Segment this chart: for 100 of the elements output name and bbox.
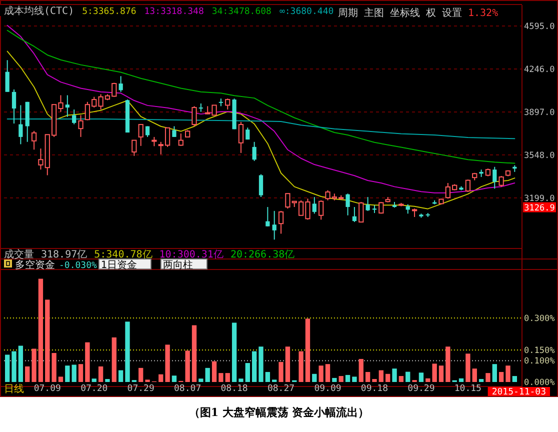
- chart-title: 多空资金: [15, 259, 55, 271]
- candlestick: [5, 60, 10, 92]
- candlestick: [118, 76, 123, 92]
- candlestick: [318, 200, 324, 220]
- candlestick: [346, 193, 350, 216]
- bar: [185, 350, 190, 382]
- candlestick: [138, 124, 144, 146]
- chart-subtitle: -0.030%: [59, 261, 98, 271]
- candlestick: [258, 174, 264, 198]
- line-series: [6, 118, 516, 140]
- x-tick-label: 10.15: [454, 384, 482, 394]
- bar: [192, 325, 197, 382]
- bar: [352, 376, 357, 382]
- text: 34:3478.608: [212, 7, 272, 17]
- annotation: 1.32%: [468, 8, 498, 19]
- x-tick-label: 08.07: [174, 384, 202, 394]
- bar: [358, 358, 364, 382]
- bar: [18, 346, 24, 382]
- bar: [492, 364, 497, 382]
- candlestick: [272, 210, 276, 240]
- candlestick: [78, 114, 84, 138]
- candlestick: [312, 196, 316, 214]
- bar: [332, 378, 337, 382]
- x-tick-label: 08.27: [267, 384, 295, 394]
- bar: [338, 376, 344, 382]
- candlestick: [278, 210, 284, 234]
- candlestick: [192, 106, 197, 127]
- candlestick: [238, 121, 244, 154]
- text: 20:266.38亿: [230, 250, 295, 260]
- bar: [252, 351, 257, 382]
- bar: [172, 376, 177, 382]
- text: 10:300.31亿: [159, 250, 224, 260]
- annotation: 3126.9: [524, 203, 555, 214]
- bar: [105, 379, 110, 382]
- bar: [78, 364, 84, 382]
- bar: [432, 364, 437, 382]
- bar: [426, 378, 430, 382]
- bar: [498, 372, 504, 382]
- bar: [12, 351, 16, 382]
- x-tick-label: 07.20: [80, 384, 108, 394]
- candlestick: [31, 130, 37, 150]
- bar: [438, 366, 444, 382]
- candlestick: [498, 175, 504, 188]
- annotation: 两向柱: [162, 259, 193, 271]
- bar: [385, 374, 390, 382]
- bar: [478, 379, 484, 382]
- y-tick-label: 3548.0: [524, 150, 555, 161]
- x-tick-label: 07.09: [34, 384, 61, 394]
- x-tick-label: 08.18: [220, 384, 248, 394]
- y-tick-label: 4595.0: [524, 22, 555, 32]
- y-tick-label: 0.150%: [524, 346, 555, 356]
- y-tick-label: 3199.0: [524, 194, 555, 204]
- chart-title: 成本均线(CTC): [4, 5, 74, 17]
- bar: [118, 370, 124, 382]
- bar: [25, 366, 30, 382]
- candlestick: [266, 206, 270, 227]
- x-tick-label: 09.29: [408, 384, 435, 394]
- candlestick: [145, 126, 150, 138]
- bar: [98, 366, 104, 382]
- x-tick-label: 09.09: [314, 384, 342, 394]
- candlestick: [358, 201, 364, 223]
- bar: [205, 368, 210, 382]
- candlestick: [366, 196, 370, 212]
- bar: [378, 370, 384, 382]
- y-tick-label: 0.100%: [524, 356, 555, 367]
- annotation: 主图: [364, 7, 384, 19]
- candlestick: [132, 140, 137, 156]
- y-tick-label: 4246.0: [524, 65, 555, 76]
- annotation: 权: [425, 7, 436, 19]
- bar: [466, 354, 470, 382]
- bar: [365, 372, 370, 382]
- candlestick: [152, 136, 157, 147]
- bar: [245, 363, 250, 382]
- candlestick: [352, 206, 357, 223]
- bar: [265, 372, 270, 382]
- text: 318.97亿: [41, 250, 88, 260]
- bar: [472, 368, 477, 382]
- y-tick-label: 0.300%: [524, 314, 555, 324]
- candlestick: [72, 109, 76, 125]
- bar: [392, 368, 397, 382]
- bar: [212, 361, 217, 382]
- bar: [92, 378, 96, 382]
- bar: [486, 373, 490, 382]
- candlestick: [65, 94, 70, 118]
- bar: [298, 351, 304, 382]
- text: 成交量: [4, 248, 34, 260]
- bar: [372, 379, 377, 382]
- x-tick-label: 07.29: [127, 384, 154, 394]
- bar: [58, 376, 64, 382]
- bar: [345, 374, 350, 382]
- y-tick-label: 0.000%: [524, 378, 555, 388]
- annotation: 周期: [338, 7, 358, 19]
- text: 2015-11-03: [492, 388, 546, 398]
- bar: [285, 346, 290, 382]
- candlestick: [12, 88, 16, 124]
- annotation: 1日资金: [100, 259, 137, 271]
- candlestick: [465, 179, 471, 192]
- candlestick: [178, 133, 184, 146]
- x-tick-label: 09.18: [360, 384, 388, 394]
- candlestick: [18, 104, 23, 145]
